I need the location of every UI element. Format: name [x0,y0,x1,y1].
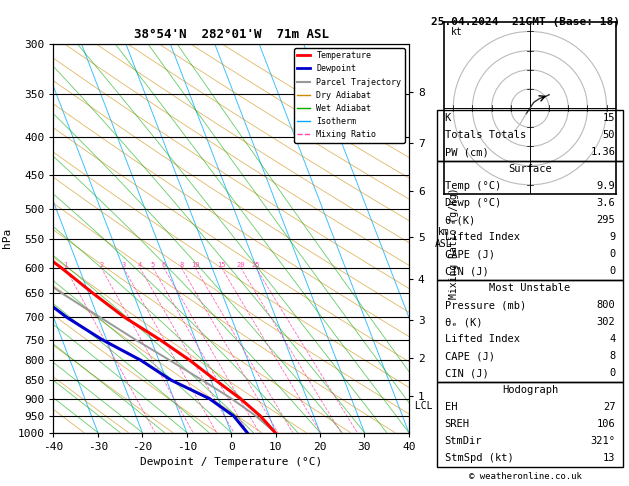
Text: Hodograph: Hodograph [502,385,558,395]
Text: CIN (J): CIN (J) [445,266,488,276]
Text: 302: 302 [596,317,615,327]
Text: EH: EH [445,402,457,412]
Text: 15: 15 [217,261,226,268]
Text: 6: 6 [162,261,166,268]
Bar [437,161,623,279]
Text: 321°: 321° [590,436,615,446]
Text: Totals Totals: Totals Totals [445,130,526,140]
Text: CAPE (J): CAPE (J) [445,249,494,259]
Text: θₑ(K): θₑ(K) [445,215,476,225]
Text: kt: kt [452,27,463,37]
Text: 13: 13 [603,453,615,463]
Text: 1.36: 1.36 [590,147,615,157]
Text: 25: 25 [252,261,260,268]
Text: 9: 9 [609,232,615,242]
Text: StmSpd (kt): StmSpd (kt) [445,453,513,463]
Text: LCL: LCL [409,400,432,411]
Text: 106: 106 [596,419,615,429]
Text: θₑ (K): θₑ (K) [445,317,482,327]
Text: 8: 8 [609,351,615,361]
Text: PW (cm): PW (cm) [445,147,488,157]
Y-axis label: hPa: hPa [2,228,12,248]
Text: Lifted Index: Lifted Index [445,334,520,344]
Text: Temp (°C): Temp (°C) [445,181,501,191]
Text: 0: 0 [609,368,615,378]
Text: Surface: Surface [508,164,552,174]
Text: 1: 1 [63,261,67,268]
Text: K: K [445,113,451,123]
X-axis label: Dewpoint / Temperature (°C): Dewpoint / Temperature (°C) [140,457,322,467]
Text: 3.6: 3.6 [596,198,615,208]
Bar [437,110,623,161]
Text: 4: 4 [609,334,615,344]
Text: 9.9: 9.9 [596,181,615,191]
Bar [437,279,623,382]
Text: Pressure (mb): Pressure (mb) [445,300,526,310]
Legend: Temperature, Dewpoint, Parcel Trajectory, Dry Adiabat, Wet Adiabat, Isotherm, Mi: Temperature, Dewpoint, Parcel Trajectory… [294,48,404,142]
Text: 25.04.2024  21GMT (Base: 18): 25.04.2024 21GMT (Base: 18) [431,17,620,27]
Text: Mixing Ratio (g/kg): Mixing Ratio (g/kg) [449,187,459,299]
Text: 8: 8 [179,261,184,268]
Text: Lifted Index: Lifted Index [445,232,520,242]
Text: CIN (J): CIN (J) [445,368,488,378]
Text: Dewp (°C): Dewp (°C) [445,198,501,208]
Text: 4: 4 [138,261,142,268]
Text: 3: 3 [121,261,126,268]
Text: Most Unstable: Most Unstable [489,283,571,293]
Text: SREH: SREH [445,419,470,429]
Text: 5: 5 [151,261,155,268]
Text: 50: 50 [603,130,615,140]
Title: 38°54'N  282°01'W  71m ASL: 38°54'N 282°01'W 71m ASL [133,28,329,41]
Text: 15: 15 [603,113,615,123]
Text: © weatheronline.co.uk: © weatheronline.co.uk [469,472,582,481]
Text: 0: 0 [609,266,615,276]
Text: 2: 2 [99,261,103,268]
Text: 27: 27 [603,402,615,412]
Text: 800: 800 [596,300,615,310]
Text: 0: 0 [609,249,615,259]
Text: CAPE (J): CAPE (J) [445,351,494,361]
Text: 10: 10 [191,261,199,268]
Y-axis label: km
ASL: km ASL [435,227,453,249]
Bar [437,382,623,467]
Text: 20: 20 [237,261,245,268]
Text: 295: 295 [596,215,615,225]
Text: StmDir: StmDir [445,436,482,446]
